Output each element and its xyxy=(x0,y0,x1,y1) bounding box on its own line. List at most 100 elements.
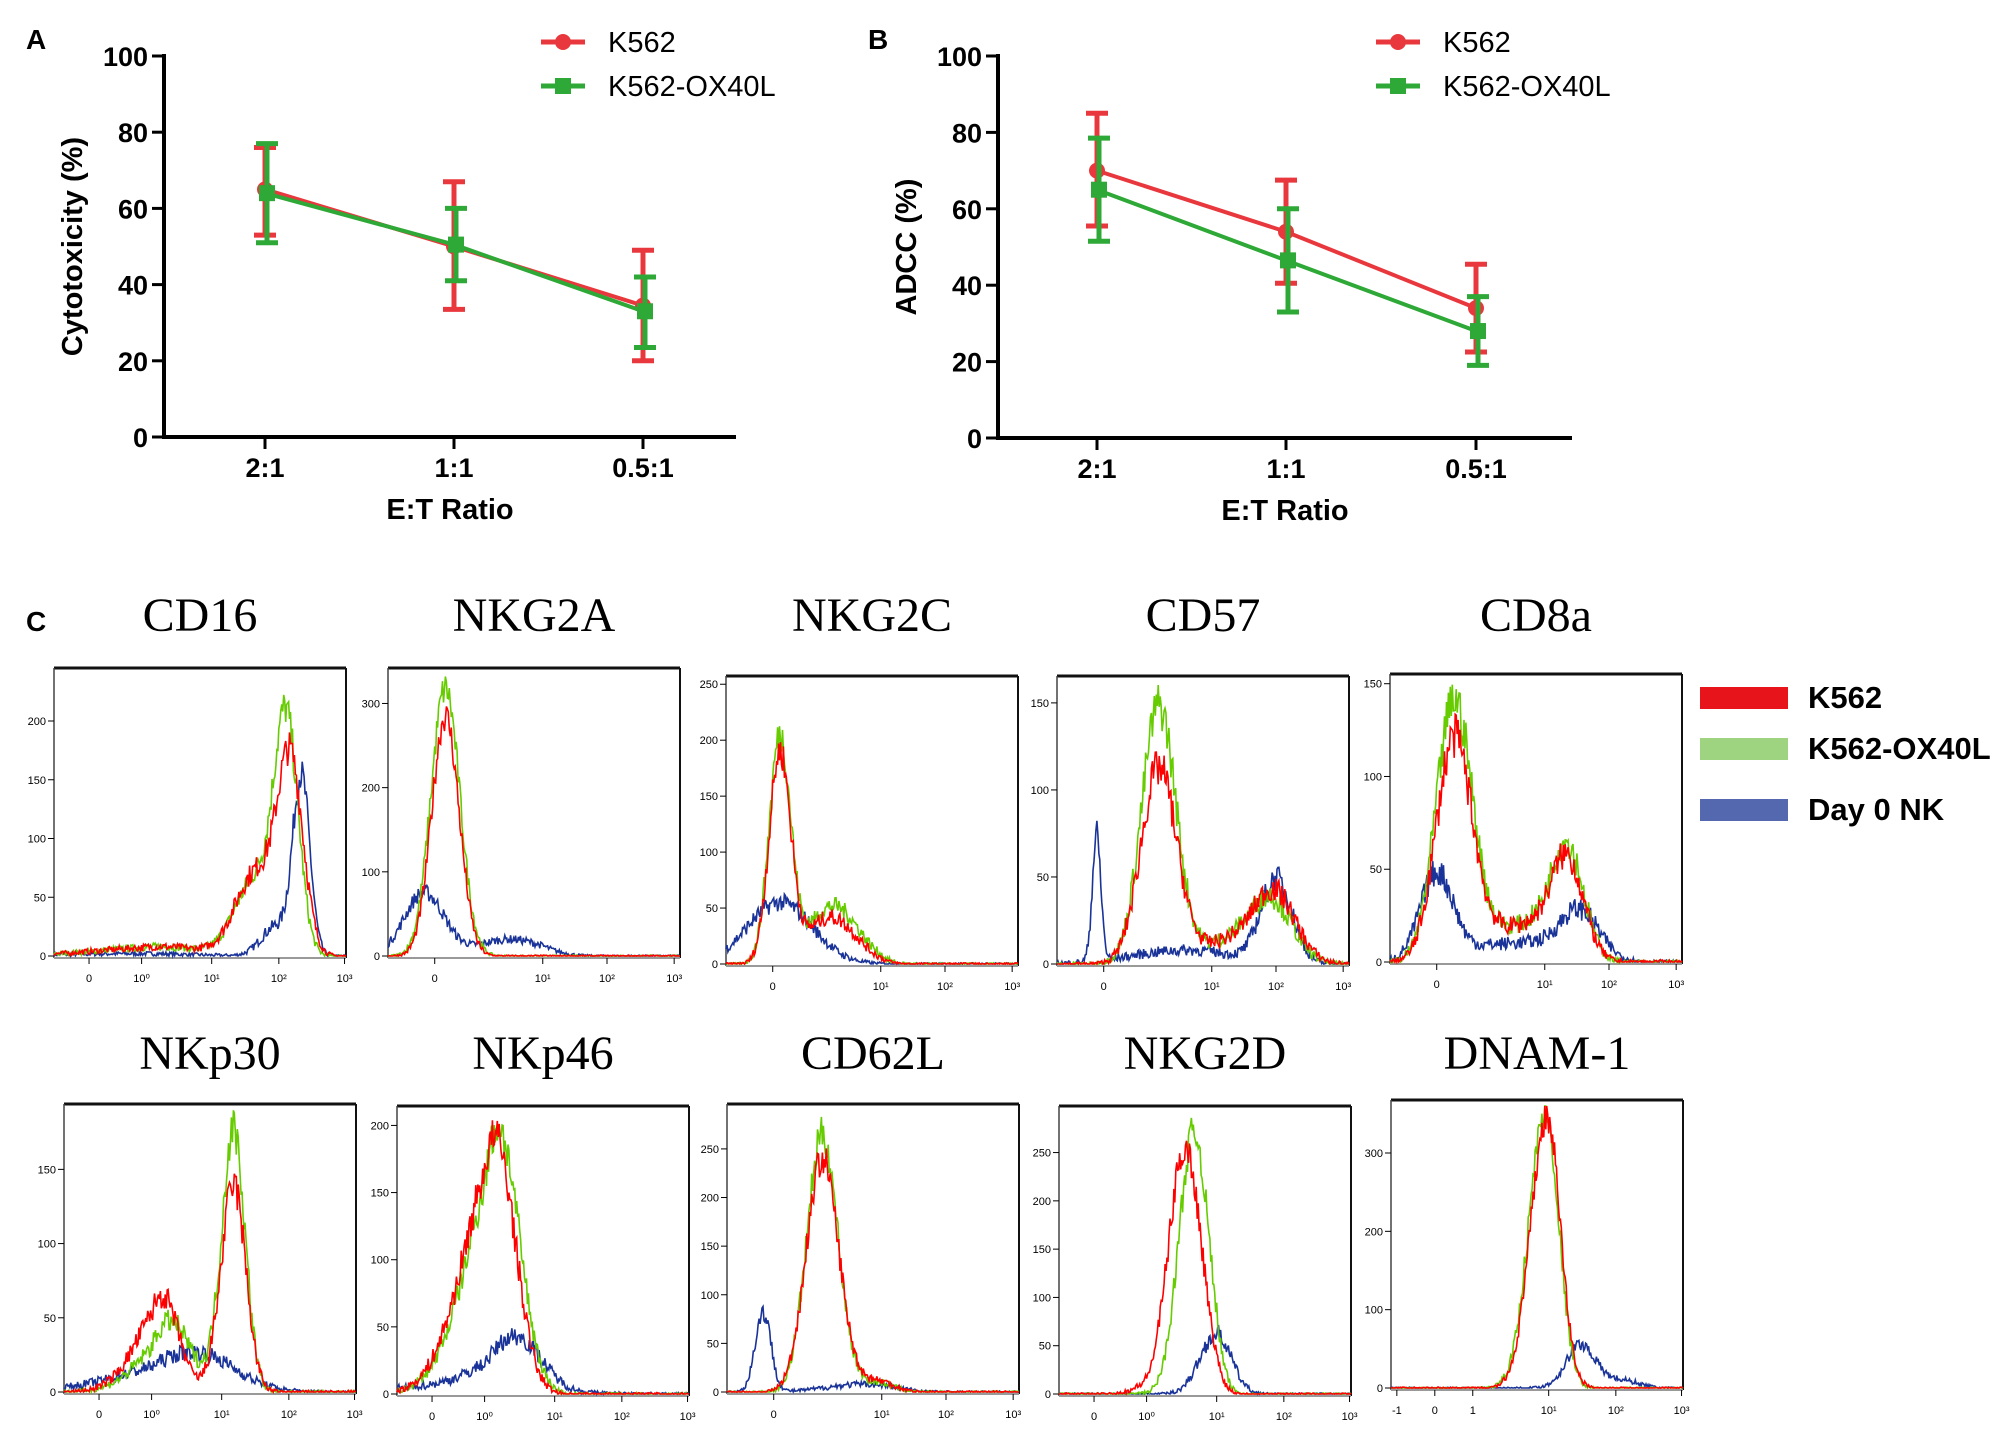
legend-marker xyxy=(1390,34,1406,50)
data-point xyxy=(1091,181,1107,198)
legend-swatch-k562 xyxy=(1700,687,1788,709)
series-k562-ox40l xyxy=(256,141,656,350)
legend-label: K562 xyxy=(608,27,676,59)
y-tick-label: 0 xyxy=(967,424,982,454)
y-tick-label: 200 xyxy=(1365,1226,1383,1238)
x-tick-label: 0 xyxy=(86,973,92,985)
x-tick-label: 2:1 xyxy=(1077,454,1116,484)
y-tick-label: 100 xyxy=(362,867,380,879)
y-tick-label: 250 xyxy=(700,679,718,691)
legend-swatch-k562-ox40l xyxy=(1700,738,1788,760)
histogram-series-k562-ox40l xyxy=(1058,1117,1352,1396)
y-tick-label: 40 xyxy=(118,271,148,301)
x-tick-label: 0.5:1 xyxy=(612,453,674,483)
y-tick-label: 150 xyxy=(1031,698,1049,710)
legend-label-k562-ox40l: K562-OX40L xyxy=(1808,731,1991,766)
y-tick-label: 150 xyxy=(28,775,46,787)
data-point xyxy=(259,185,275,202)
y-tick-label: 20 xyxy=(118,347,148,377)
histogram-series-day-0-nk xyxy=(387,883,680,958)
histogram-nkp46: 0 50 100 150 200 0 10⁰ 10¹ 10² 10³ xyxy=(371,1104,696,1423)
x-tick-label: 1 xyxy=(1470,1405,1476,1417)
histogram-series-k562 xyxy=(53,732,347,958)
y-tick-label: 80 xyxy=(118,118,148,148)
y-tick-label: 0 xyxy=(1377,1383,1383,1395)
x-tick-label: 10¹ xyxy=(1209,1411,1225,1423)
y-tick-label: 100 xyxy=(1364,771,1382,783)
y-tick-label: 60 xyxy=(118,194,148,224)
histogram-cd16: 0 50 100 150 200 0 10⁰ 10¹ 10² 10³ xyxy=(28,666,353,985)
histogram-series-k562-ox40l xyxy=(726,1116,1020,1394)
x-tick-label: 10¹ xyxy=(1541,1405,1557,1417)
y-tick-label: 100 xyxy=(701,1290,719,1302)
y-tick-label: 0 xyxy=(133,423,148,453)
y-tick-label: 0 xyxy=(374,951,380,963)
y-tick-label: 250 xyxy=(701,1144,719,1156)
chart-a: 0 20 40 60 80 100 2:1 1:1 0.5:1 E:T Ratio Cytotoxi… xyxy=(57,27,776,526)
histogram-series-k562-ox40l xyxy=(1389,684,1683,965)
x-tick-label: 10² xyxy=(614,1411,630,1423)
histogram-series-k562 xyxy=(1059,1140,1352,1396)
y-tick-label: 50 xyxy=(44,1313,56,1325)
x-tick-label: 10³ xyxy=(666,973,682,985)
y-tick-label: 300 xyxy=(1365,1148,1383,1160)
legend-label: K562 xyxy=(1443,27,1511,59)
y-tick-label: 150 xyxy=(371,1188,389,1200)
x-tick-label: 10¹ xyxy=(1537,979,1553,991)
y-tick-label: 0 xyxy=(383,1389,389,1401)
x-tick-label: 1:1 xyxy=(1266,454,1305,484)
x-axis-label: E:T Ratio xyxy=(1221,495,1348,527)
legend-item-k562-ox40l: K562-OX40L xyxy=(1376,71,1611,103)
y-tick-label: 0 xyxy=(40,951,46,963)
histogram-series-day-0-nk xyxy=(1058,1324,1352,1396)
histogram-series-k562 xyxy=(396,1120,689,1396)
histogram-series-day-0-nk xyxy=(53,761,347,960)
x-tick-label: 0 xyxy=(96,1409,102,1421)
histogram-series-k562 xyxy=(1390,1105,1684,1389)
x-tick-label: 10² xyxy=(599,973,615,985)
y-tick-label: 150 xyxy=(1364,679,1382,691)
x-tick-label: 10³ xyxy=(1342,1411,1358,1423)
x-tick-label: 10² xyxy=(1608,1405,1624,1417)
y-tick-label: 50 xyxy=(707,1338,719,1350)
y-tick-label: 100 xyxy=(1033,1292,1051,1304)
histogram-title: DNAM-1 xyxy=(1443,1027,1631,1080)
x-tick-label: 10¹ xyxy=(874,1409,890,1421)
y-tick-label: 0 xyxy=(1376,957,1382,969)
y-tick-label: 100 xyxy=(103,42,148,72)
legend-label-k562: K562 xyxy=(1808,680,1883,715)
histogram-series-day-0-nk xyxy=(1390,1338,1684,1390)
histogram-title: NKG2C xyxy=(791,589,952,642)
legend-marker xyxy=(555,34,571,50)
legend-swatch-day0-nk xyxy=(1700,799,1788,821)
histogram-title: CD8a xyxy=(1480,589,1592,642)
y-tick-label: 60 xyxy=(952,195,982,225)
histogram-dnam-1: 0 100 200 300 -1 0 1 10¹ 10² 10³ xyxy=(1365,1098,1690,1417)
x-tick-label: 0 xyxy=(770,981,776,993)
y-tick-label: 20 xyxy=(952,348,982,378)
histogram-nkp30: 0 50 100 150 0 10⁰ 10¹ 10² 10³ xyxy=(38,1102,363,1421)
y-tick-label: 150 xyxy=(700,791,718,803)
x-tick-label: 10² xyxy=(271,973,287,985)
histogram-title: NKG2D xyxy=(1123,1027,1287,1080)
x-tick-label: 10⁰ xyxy=(1138,1411,1155,1423)
histogram-series-k562 xyxy=(725,742,1019,966)
data-point xyxy=(1470,323,1486,340)
y-tick-label: 50 xyxy=(377,1322,389,1334)
legend-item-k562-ox40l: K562-OX40L xyxy=(1700,731,1991,767)
x-tick-label: 0 xyxy=(1101,981,1107,993)
legend-item-k562: K562 xyxy=(1376,27,1511,59)
x-tick-label: 10² xyxy=(281,1409,297,1421)
histogram-series-k562-ox40l xyxy=(396,1123,689,1396)
y-tick-label: 40 xyxy=(952,271,982,301)
histogram-nkg2d: 0 50 100 150 200 250 0 10⁰ 10¹ 10² 10³ xyxy=(1033,1104,1358,1423)
legend-label-day0-nk: Day 0 NK xyxy=(1808,792,1945,827)
x-tick-label: 10⁰ xyxy=(143,1409,160,1421)
histogram-title: CD57 xyxy=(1145,589,1261,642)
y-tick-label: 200 xyxy=(701,1193,719,1205)
x-tick-label: 1:1 xyxy=(434,453,473,483)
data-point xyxy=(1280,252,1296,269)
histogram-title: CD62L xyxy=(801,1027,945,1080)
legend-marker xyxy=(555,78,571,94)
data-point xyxy=(448,236,464,253)
